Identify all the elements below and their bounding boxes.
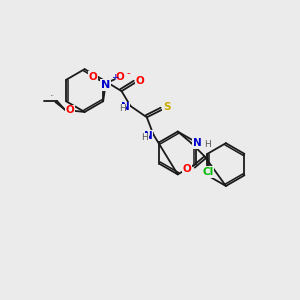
Text: H: H	[142, 134, 148, 142]
Text: S: S	[163, 102, 171, 112]
Text: O: O	[65, 106, 74, 116]
Text: Cl: Cl	[202, 167, 214, 177]
Text: O: O	[183, 164, 192, 174]
Text: O: O	[116, 73, 124, 82]
Text: H: H	[204, 140, 211, 149]
Text: O: O	[89, 72, 98, 82]
Text: N: N	[121, 103, 130, 112]
Text: O: O	[136, 76, 145, 86]
Text: +: +	[112, 74, 119, 82]
Text: N: N	[193, 139, 202, 148]
Text: N: N	[144, 131, 152, 141]
Text: ethyl: ethyl	[51, 95, 55, 96]
Text: H: H	[119, 104, 126, 113]
Text: N: N	[101, 80, 110, 90]
Text: -: -	[127, 69, 131, 79]
